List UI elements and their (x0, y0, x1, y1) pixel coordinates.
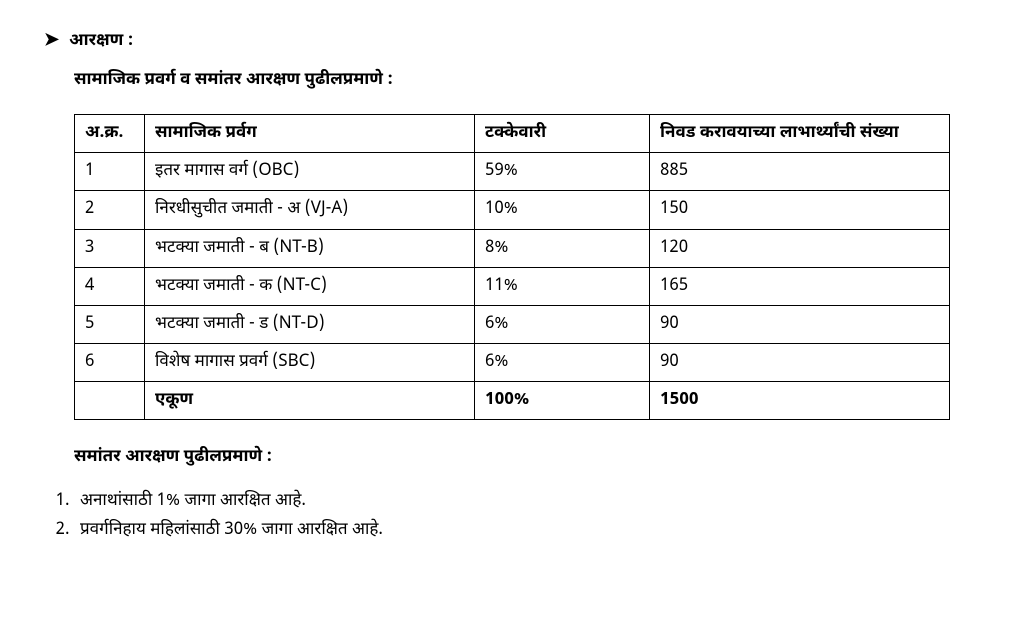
sub-heading: सामाजिक प्रवर्ग व समांतर आरक्षण पुढीलप्र… (74, 67, 980, 94)
cell-sn: 5 (75, 305, 145, 343)
table-row: 4 भटक्या जमाती - क (NT-C) 11% 165 (75, 267, 950, 305)
main-heading: आरक्षण : (69, 28, 133, 55)
col-header-percentage: टक्केवारी (475, 114, 650, 152)
table-row: 3 भटक्या जमाती - ब (NT-B) 8% 120 (75, 229, 950, 267)
cell-category: इतर मागास वर्ग (OBC) (145, 153, 475, 191)
cell-percentage: 10% (475, 191, 650, 229)
cell-count: 90 (650, 344, 950, 382)
table-header-row: अ.क्र. सामाजिक प्रर्वग टक्केवारी निवड कर… (75, 114, 950, 152)
cell-percentage-total: 100% (475, 382, 650, 420)
table-row: 5 भटक्या जमाती - ड (NT-D) 6% 90 (75, 305, 950, 343)
col-header-category: सामाजिक प्रर्वग (145, 114, 475, 152)
cell-sn: 2 (75, 191, 145, 229)
note-item: अनाथांसाठी 1% जागा आरक्षित आहे. (74, 488, 980, 515)
cell-count: 150 (650, 191, 950, 229)
table-total-row: एकूण 100% 1500 (75, 382, 950, 420)
cell-percentage: 6% (475, 305, 650, 343)
cell-count-total: 1500 (650, 382, 950, 420)
parallel-heading: समांतर आरक्षण पुढीलप्रमाणे : (74, 444, 980, 471)
cell-category: भटक्या जमाती - ड (NT-D) (145, 305, 475, 343)
table-row: 1 इतर मागास वर्ग (OBC) 59% 885 (75, 153, 950, 191)
cell-count: 120 (650, 229, 950, 267)
note-item: प्रवर्गनिहाय महिलांसाठी 30% जागा आरक्षित… (74, 517, 980, 544)
cell-percentage: 11% (475, 267, 650, 305)
cell-count: 90 (650, 305, 950, 343)
cell-percentage: 8% (475, 229, 650, 267)
table-body: 1 इतर मागास वर्ग (OBC) 59% 885 2 निरधीसु… (75, 153, 950, 420)
main-heading-row: ➤ आरक्षण : (44, 28, 980, 57)
cell-category: निरधीसुचीत जमाती - अ (VJ-A) (145, 191, 475, 229)
col-header-count: निवड करावयाच्या लाभार्थ्यांची संख्या (650, 114, 950, 152)
cell-sn: 1 (75, 153, 145, 191)
cell-sn: 4 (75, 267, 145, 305)
cell-category: विशेष मागास प्रवर्ग (SBC) (145, 344, 475, 382)
cell-sn: 6 (75, 344, 145, 382)
cell-sn: 3 (75, 229, 145, 267)
cell-percentage: 59% (475, 153, 650, 191)
cell-count: 165 (650, 267, 950, 305)
reservation-table: अ.क्र. सामाजिक प्रर्वग टक्केवारी निवड कर… (74, 114, 950, 421)
table-row: 2 निरधीसुचीत जमाती - अ (VJ-A) 10% 150 (75, 191, 950, 229)
cell-category-total: एकूण (145, 382, 475, 420)
cell-sn-total (75, 382, 145, 420)
cell-count: 885 (650, 153, 950, 191)
bullet-arrow: ➤ (44, 28, 59, 57)
cell-category: भटक्या जमाती - क (NT-C) (145, 267, 475, 305)
col-header-sn: अ.क्र. (75, 114, 145, 152)
cell-percentage: 6% (475, 344, 650, 382)
table-row: 6 विशेष मागास प्रवर्ग (SBC) 6% 90 (75, 344, 950, 382)
cell-category: भटक्या जमाती - ब (NT-B) (145, 229, 475, 267)
parallel-notes-list: अनाथांसाठी 1% जागा आरक्षित आहे. प्रवर्गन… (44, 488, 980, 544)
